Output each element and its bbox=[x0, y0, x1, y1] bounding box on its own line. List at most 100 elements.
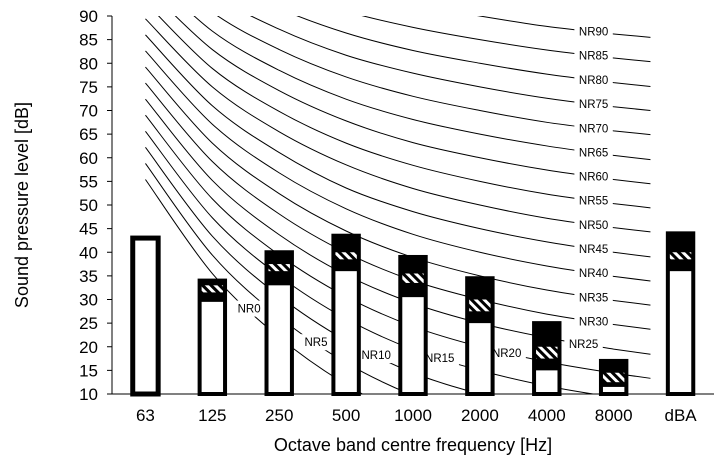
nr-curve bbox=[296, 16, 651, 87]
bar-base-segment bbox=[402, 297, 424, 392]
nr-label-bg bbox=[574, 313, 613, 330]
nr-label-bg bbox=[357, 347, 396, 364]
x-tick-label: 1000 bbox=[394, 406, 432, 425]
bar-base-segment bbox=[201, 301, 224, 392]
y-tick-label: 10 bbox=[79, 385, 98, 404]
nr-label-bg bbox=[574, 241, 613, 258]
bar-hatched-segment bbox=[268, 264, 290, 272]
y-tick-label: 80 bbox=[79, 54, 98, 73]
bar-group bbox=[598, 358, 629, 396]
x-tick-label: 4000 bbox=[528, 406, 566, 425]
x-tick-label: 125 bbox=[198, 406, 226, 425]
bar-group bbox=[331, 233, 361, 396]
y-tick-label: 55 bbox=[79, 172, 98, 191]
nr-curve bbox=[145, 66, 651, 306]
nr-curve bbox=[145, 18, 651, 233]
nr-curve-label: NR5 bbox=[305, 337, 328, 349]
bar-base-segment bbox=[268, 285, 290, 392]
bar-group bbox=[398, 254, 428, 396]
bar-hatched-segment bbox=[602, 372, 625, 383]
nr-label-bg bbox=[233, 300, 265, 317]
nr-curve-label: NR75 bbox=[579, 99, 608, 111]
y-tick-label: 45 bbox=[79, 220, 98, 239]
y-tick-label: 85 bbox=[79, 31, 98, 50]
nr-label-bg bbox=[300, 334, 332, 351]
bar bbox=[130, 235, 161, 397]
x-tick-label: 63 bbox=[136, 406, 155, 425]
nr-curve bbox=[145, 163, 411, 394]
bar-hatched-segment bbox=[201, 285, 224, 293]
nr-curve bbox=[145, 179, 364, 394]
x-tick-label: 8000 bbox=[595, 406, 633, 425]
nr-curve-label: NR85 bbox=[579, 51, 608, 63]
nr-curve-label: NR70 bbox=[579, 123, 608, 135]
nr-curve bbox=[249, 16, 651, 112]
nr-curve bbox=[174, 16, 651, 185]
x-tick-label: dBA bbox=[664, 406, 697, 425]
x-tick-label: 500 bbox=[332, 406, 360, 425]
y-tick-label: 90 bbox=[79, 7, 98, 26]
nr-curve-label: NR55 bbox=[579, 196, 608, 208]
nr-curve bbox=[476, 16, 651, 38]
nr-label-bg bbox=[574, 144, 613, 161]
nr-curve-label: NR25 bbox=[569, 339, 598, 351]
nr-label-bg bbox=[574, 47, 613, 64]
nr-curve-label: NR40 bbox=[579, 268, 608, 280]
bar-base-segment bbox=[669, 271, 692, 392]
y-tick-label: 60 bbox=[79, 149, 98, 168]
nr-curve-label: NR20 bbox=[492, 348, 521, 360]
x-tick-label: 2000 bbox=[461, 406, 499, 425]
bar-hatched-segment bbox=[402, 273, 424, 283]
nr-curve-label: NR15 bbox=[425, 353, 454, 365]
bar-base-segment bbox=[335, 271, 357, 392]
y-tick-label: 25 bbox=[79, 314, 98, 333]
y-tick-label: 75 bbox=[79, 78, 98, 97]
nr-label-bg bbox=[574, 96, 613, 113]
bar-hatched-segment bbox=[669, 252, 692, 260]
nr-curve-label: NR10 bbox=[362, 350, 391, 362]
bar-hatched-segment bbox=[536, 346, 558, 359]
nr-curve-label: NR90 bbox=[579, 27, 608, 39]
nr-label-bg bbox=[574, 192, 613, 209]
nr-label-bg bbox=[574, 120, 613, 137]
bar-group bbox=[264, 250, 294, 396]
nr-curve bbox=[193, 16, 651, 161]
nr-label-bg bbox=[574, 216, 613, 233]
nr-label-bg bbox=[574, 23, 613, 40]
x-tick-label: 250 bbox=[265, 406, 293, 425]
y-tick-label: 20 bbox=[79, 338, 98, 357]
bar-hatched-segment bbox=[335, 252, 357, 260]
bars bbox=[130, 231, 696, 397]
nr-curve-label: NR65 bbox=[579, 148, 608, 160]
nr-curve bbox=[145, 50, 651, 282]
nr-curve-label: NR60 bbox=[579, 172, 608, 184]
nr-curve bbox=[361, 16, 651, 63]
bar-group bbox=[465, 276, 495, 396]
bar-group bbox=[130, 235, 161, 397]
bar-base-segment bbox=[469, 323, 491, 392]
y-tick-label: 15 bbox=[79, 361, 98, 380]
bar-base-segment bbox=[536, 370, 558, 392]
x-axis-title: Octave band centre frequency [Hz] bbox=[274, 435, 552, 455]
nr-curve-label: NR80 bbox=[579, 75, 608, 87]
nr-curve bbox=[145, 34, 651, 258]
y-tick-label: 30 bbox=[79, 291, 98, 310]
nr-label-bg bbox=[574, 72, 613, 89]
bar-group bbox=[665, 231, 696, 396]
bar-group bbox=[197, 278, 228, 397]
nr-label-bg bbox=[574, 265, 613, 282]
bar-hatched-segment bbox=[469, 299, 491, 312]
nr-curve-labels: NR0 NR5 NR10 NR15 NR20 NR25 NR30 NR35 NR40 NR45 NR… bbox=[233, 23, 613, 366]
nr-curve bbox=[157, 16, 651, 209]
nr-label-bg bbox=[564, 336, 603, 353]
nr-label-bg bbox=[487, 344, 526, 361]
nr-curve-label: NR0 bbox=[238, 304, 261, 316]
y-tick-label: 40 bbox=[79, 243, 98, 262]
y-tick-labels: 10 15 20 25 30 35 40 45 50 55 60 65 70 75 80 85 90 bbox=[79, 7, 112, 404]
nr-label-bg bbox=[574, 168, 613, 185]
nr-curve-label: NR35 bbox=[579, 292, 608, 304]
x-tick-labels: 63 125 250 500 1000 2000 4000 8000 dBA bbox=[136, 406, 697, 425]
nr-label-bg bbox=[574, 289, 613, 306]
nr-curves bbox=[145, 16, 651, 394]
